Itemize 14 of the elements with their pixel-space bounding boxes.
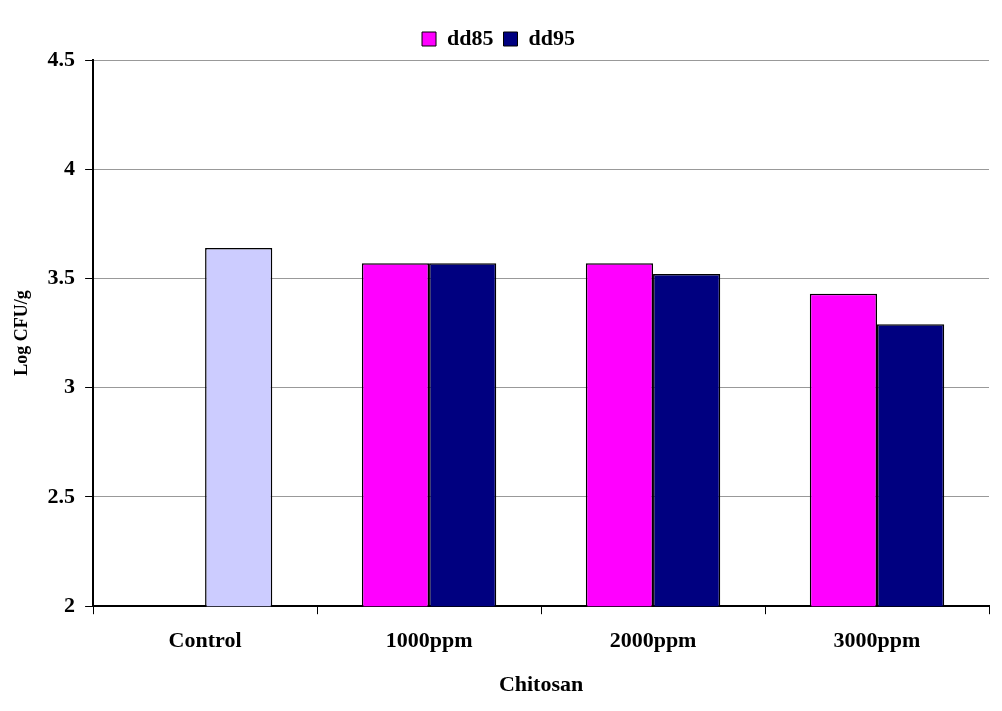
x-axis-title: Chitosan	[498, 671, 584, 697]
legend-label: dd85	[447, 24, 494, 50]
legend-label: dd95	[528, 24, 575, 50]
y-tick-label: 4	[64, 154, 76, 180]
y-tick-label: 3.5	[47, 264, 76, 290]
y-tick-label: 2	[64, 591, 76, 617]
x-tick-label: Control	[168, 627, 242, 653]
x-tick-label: 1000ppm	[385, 627, 473, 653]
y-tick-label: 2.5	[47, 482, 76, 508]
y-axis-title: Log CFU/g	[11, 290, 32, 376]
y-tick-label: 3	[64, 373, 76, 399]
y-tick-label: 4.5	[47, 45, 76, 71]
x-tick-label: 2000ppm	[609, 627, 697, 653]
x-tick-label: 3000ppm	[833, 627, 921, 653]
